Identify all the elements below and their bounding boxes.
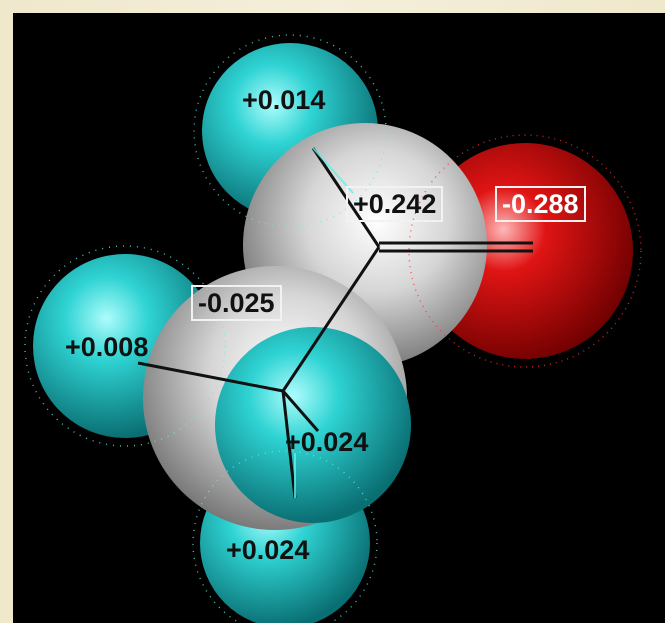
charge-label-c-carbonyl: +0.242 xyxy=(346,186,444,222)
charge-label-c-methyl: -0.025 xyxy=(191,285,282,321)
charge-label-h-top: +0.014 xyxy=(242,85,326,115)
charge-label-h-left: +0.008 xyxy=(65,332,149,362)
charge-label-o: -0.288 xyxy=(495,186,586,222)
charge-label-h-bottom: +0.024 xyxy=(226,535,310,565)
charge-label-h-front: +0.024 xyxy=(285,427,369,457)
molecule-viewport[interactable]: +0.014 +0.242 -0.288 -0.025 +0.008 +0.02… xyxy=(13,13,665,623)
space-filling-model xyxy=(24,34,642,623)
